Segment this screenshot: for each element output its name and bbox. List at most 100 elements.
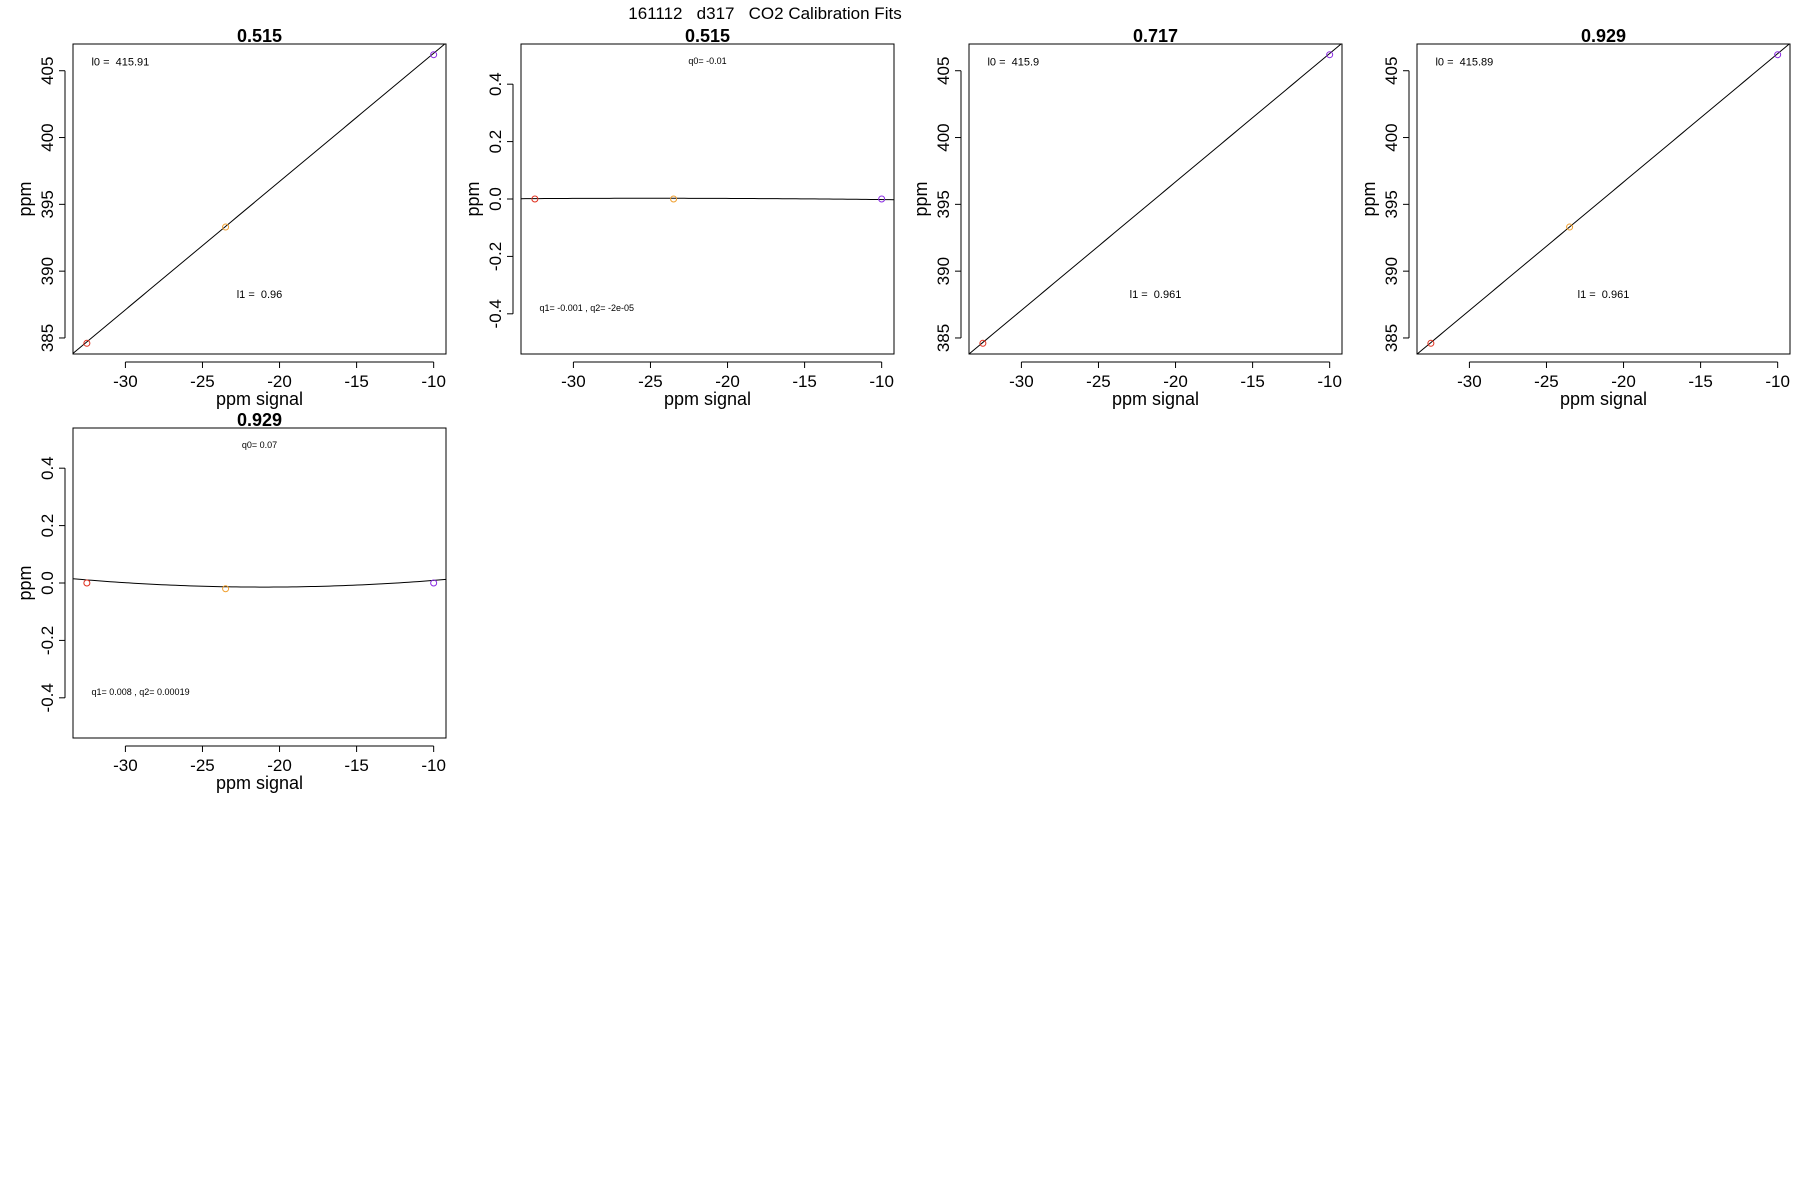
data-point (430, 51, 438, 59)
y-axis-label: ppm (463, 181, 483, 216)
x-tick-label: -30 (113, 756, 138, 775)
x-tick-label: -30 (561, 372, 586, 391)
figure-title: 161112 d317 CO2 Calibration Fits (628, 4, 901, 23)
panel-title: 0.929 (1581, 26, 1626, 46)
data-point (1566, 223, 1574, 231)
x-tick-label: -25 (190, 372, 215, 391)
y-axis-label: ppm (15, 565, 35, 600)
data-point (1427, 339, 1435, 347)
x-tick-label: -20 (267, 372, 292, 391)
x-tick-label: -25 (1086, 372, 1111, 391)
plot-frame (1416, 43, 1791, 355)
x-tick-label: -15 (1240, 372, 1265, 391)
fit-annotation: q0= -0.01 (688, 56, 726, 66)
data-point (430, 579, 438, 587)
x-tick-label: -20 (1163, 372, 1188, 391)
x-tick-label: -30 (113, 372, 138, 391)
chart-panel-2: -30 -25 -20 -15 -10 ppm signal -0.4 -0.2 0.0 0.2 0… (463, 26, 895, 409)
x-tick-label: -30 (1457, 372, 1482, 391)
x-axis-label: ppm signal (1560, 389, 1647, 409)
y-tick-label: -0.4 (38, 683, 57, 712)
plot-frame (72, 427, 447, 739)
y-tick-label: 390 (38, 257, 57, 285)
y-axis-label: ppm (15, 181, 35, 216)
data-point (83, 339, 91, 347)
y-tick-label: 400 (934, 123, 953, 151)
data-point (531, 195, 539, 203)
y-tick-label: -0.2 (486, 242, 505, 271)
data-point (878, 195, 886, 203)
x-tick-label: -25 (1534, 372, 1559, 391)
x-tick-label: -10 (1317, 372, 1342, 391)
data-point (222, 585, 230, 593)
panel-title: 0.929 (237, 410, 282, 430)
data-point (222, 223, 230, 231)
x-tick-label: -15 (344, 756, 369, 775)
x-tick-label: -15 (344, 372, 369, 391)
y-tick-label: 405 (38, 57, 57, 85)
x-axis-label: ppm signal (216, 389, 303, 409)
y-tick-label: 385 (934, 324, 953, 352)
data-point (670, 195, 678, 203)
y-tick-label: 390 (934, 257, 953, 285)
fit-annotation: l1 = 0.961 (1130, 289, 1182, 301)
y-tick-label: 395 (38, 190, 57, 218)
fit-annotation: l1 = 0.961 (1578, 289, 1630, 301)
x-tick-label: -15 (1688, 372, 1713, 391)
y-tick-label: 0.4 (486, 72, 505, 96)
fit-line (969, 44, 1342, 354)
y-tick-label: -0.4 (486, 299, 505, 328)
fit-line (1417, 44, 1790, 354)
fit-annotation: q1= 0.008 , q2= 0.00019 (91, 687, 189, 697)
x-tick-label: -25 (638, 372, 663, 391)
x-tick-label: -25 (190, 756, 215, 775)
chart-panel-1: -30 -25 -20 -15 -10 ppm signal 385 390 395 400 405… (15, 26, 447, 409)
y-tick-label: 400 (1382, 123, 1401, 151)
y-tick-label: 400 (38, 123, 57, 151)
y-tick-label: 0.0 (38, 571, 57, 595)
chart-panel-4: -30 -25 -20 -15 -10 ppm signal 385 390 395 400 405… (1359, 26, 1791, 409)
fit-line (521, 197, 894, 201)
data-point (83, 579, 91, 587)
fit-annotation: q1= -0.001 , q2= -2e-05 (539, 303, 634, 313)
y-tick-label: 405 (1382, 57, 1401, 85)
x-tick-label: -10 (869, 372, 894, 391)
plot-frame (968, 43, 1343, 355)
y-tick-label: 0.4 (38, 456, 57, 480)
chart-panel-3: -30 -25 -20 -15 -10 ppm signal 385 390 395 400 405… (911, 26, 1343, 409)
x-tick-label: -10 (421, 372, 446, 391)
plot-frame (72, 43, 447, 355)
plot-frame (520, 43, 895, 355)
x-tick-label: -20 (1611, 372, 1636, 391)
fit-line (73, 578, 446, 588)
x-tick-label: -15 (792, 372, 817, 391)
y-axis-label: ppm (911, 181, 931, 216)
data-point (979, 339, 987, 347)
x-tick-label: -20 (715, 372, 740, 391)
y-tick-label: 0.2 (38, 514, 57, 538)
y-tick-label: 385 (1382, 324, 1401, 352)
y-tick-label: -0.2 (38, 626, 57, 655)
fit-annotation: l1 = 0.96 (237, 289, 283, 301)
y-tick-label: 395 (1382, 190, 1401, 218)
fit-line (73, 44, 446, 354)
x-tick-label: -20 (267, 756, 292, 775)
chart-panel-5: -30 -25 -20 -15 -10 ppm signal -0.4 -0.2 0.0 0.2 0… (15, 410, 447, 793)
panel-title: 0.515 (237, 26, 282, 46)
x-axis-label: ppm signal (1112, 389, 1199, 409)
x-tick-label: -10 (1765, 372, 1790, 391)
panel-title: 0.515 (685, 26, 730, 46)
panels-container: -30 -25 -20 -15 -10 ppm signal 385 390 395 400 405… (15, 26, 1791, 793)
y-tick-label: 0.2 (486, 130, 505, 154)
y-tick-label: 385 (38, 324, 57, 352)
y-tick-label: 390 (1382, 257, 1401, 285)
fit-annotation: l0 = 415.91 (91, 56, 149, 68)
fit-annotation: q0= 0.07 (242, 440, 277, 450)
x-axis-label: ppm signal (664, 389, 751, 409)
y-tick-label: 395 (934, 190, 953, 218)
x-tick-label: -10 (421, 756, 446, 775)
x-tick-label: -30 (1009, 372, 1034, 391)
y-tick-label: 405 (934, 57, 953, 85)
data-point (1774, 51, 1782, 59)
